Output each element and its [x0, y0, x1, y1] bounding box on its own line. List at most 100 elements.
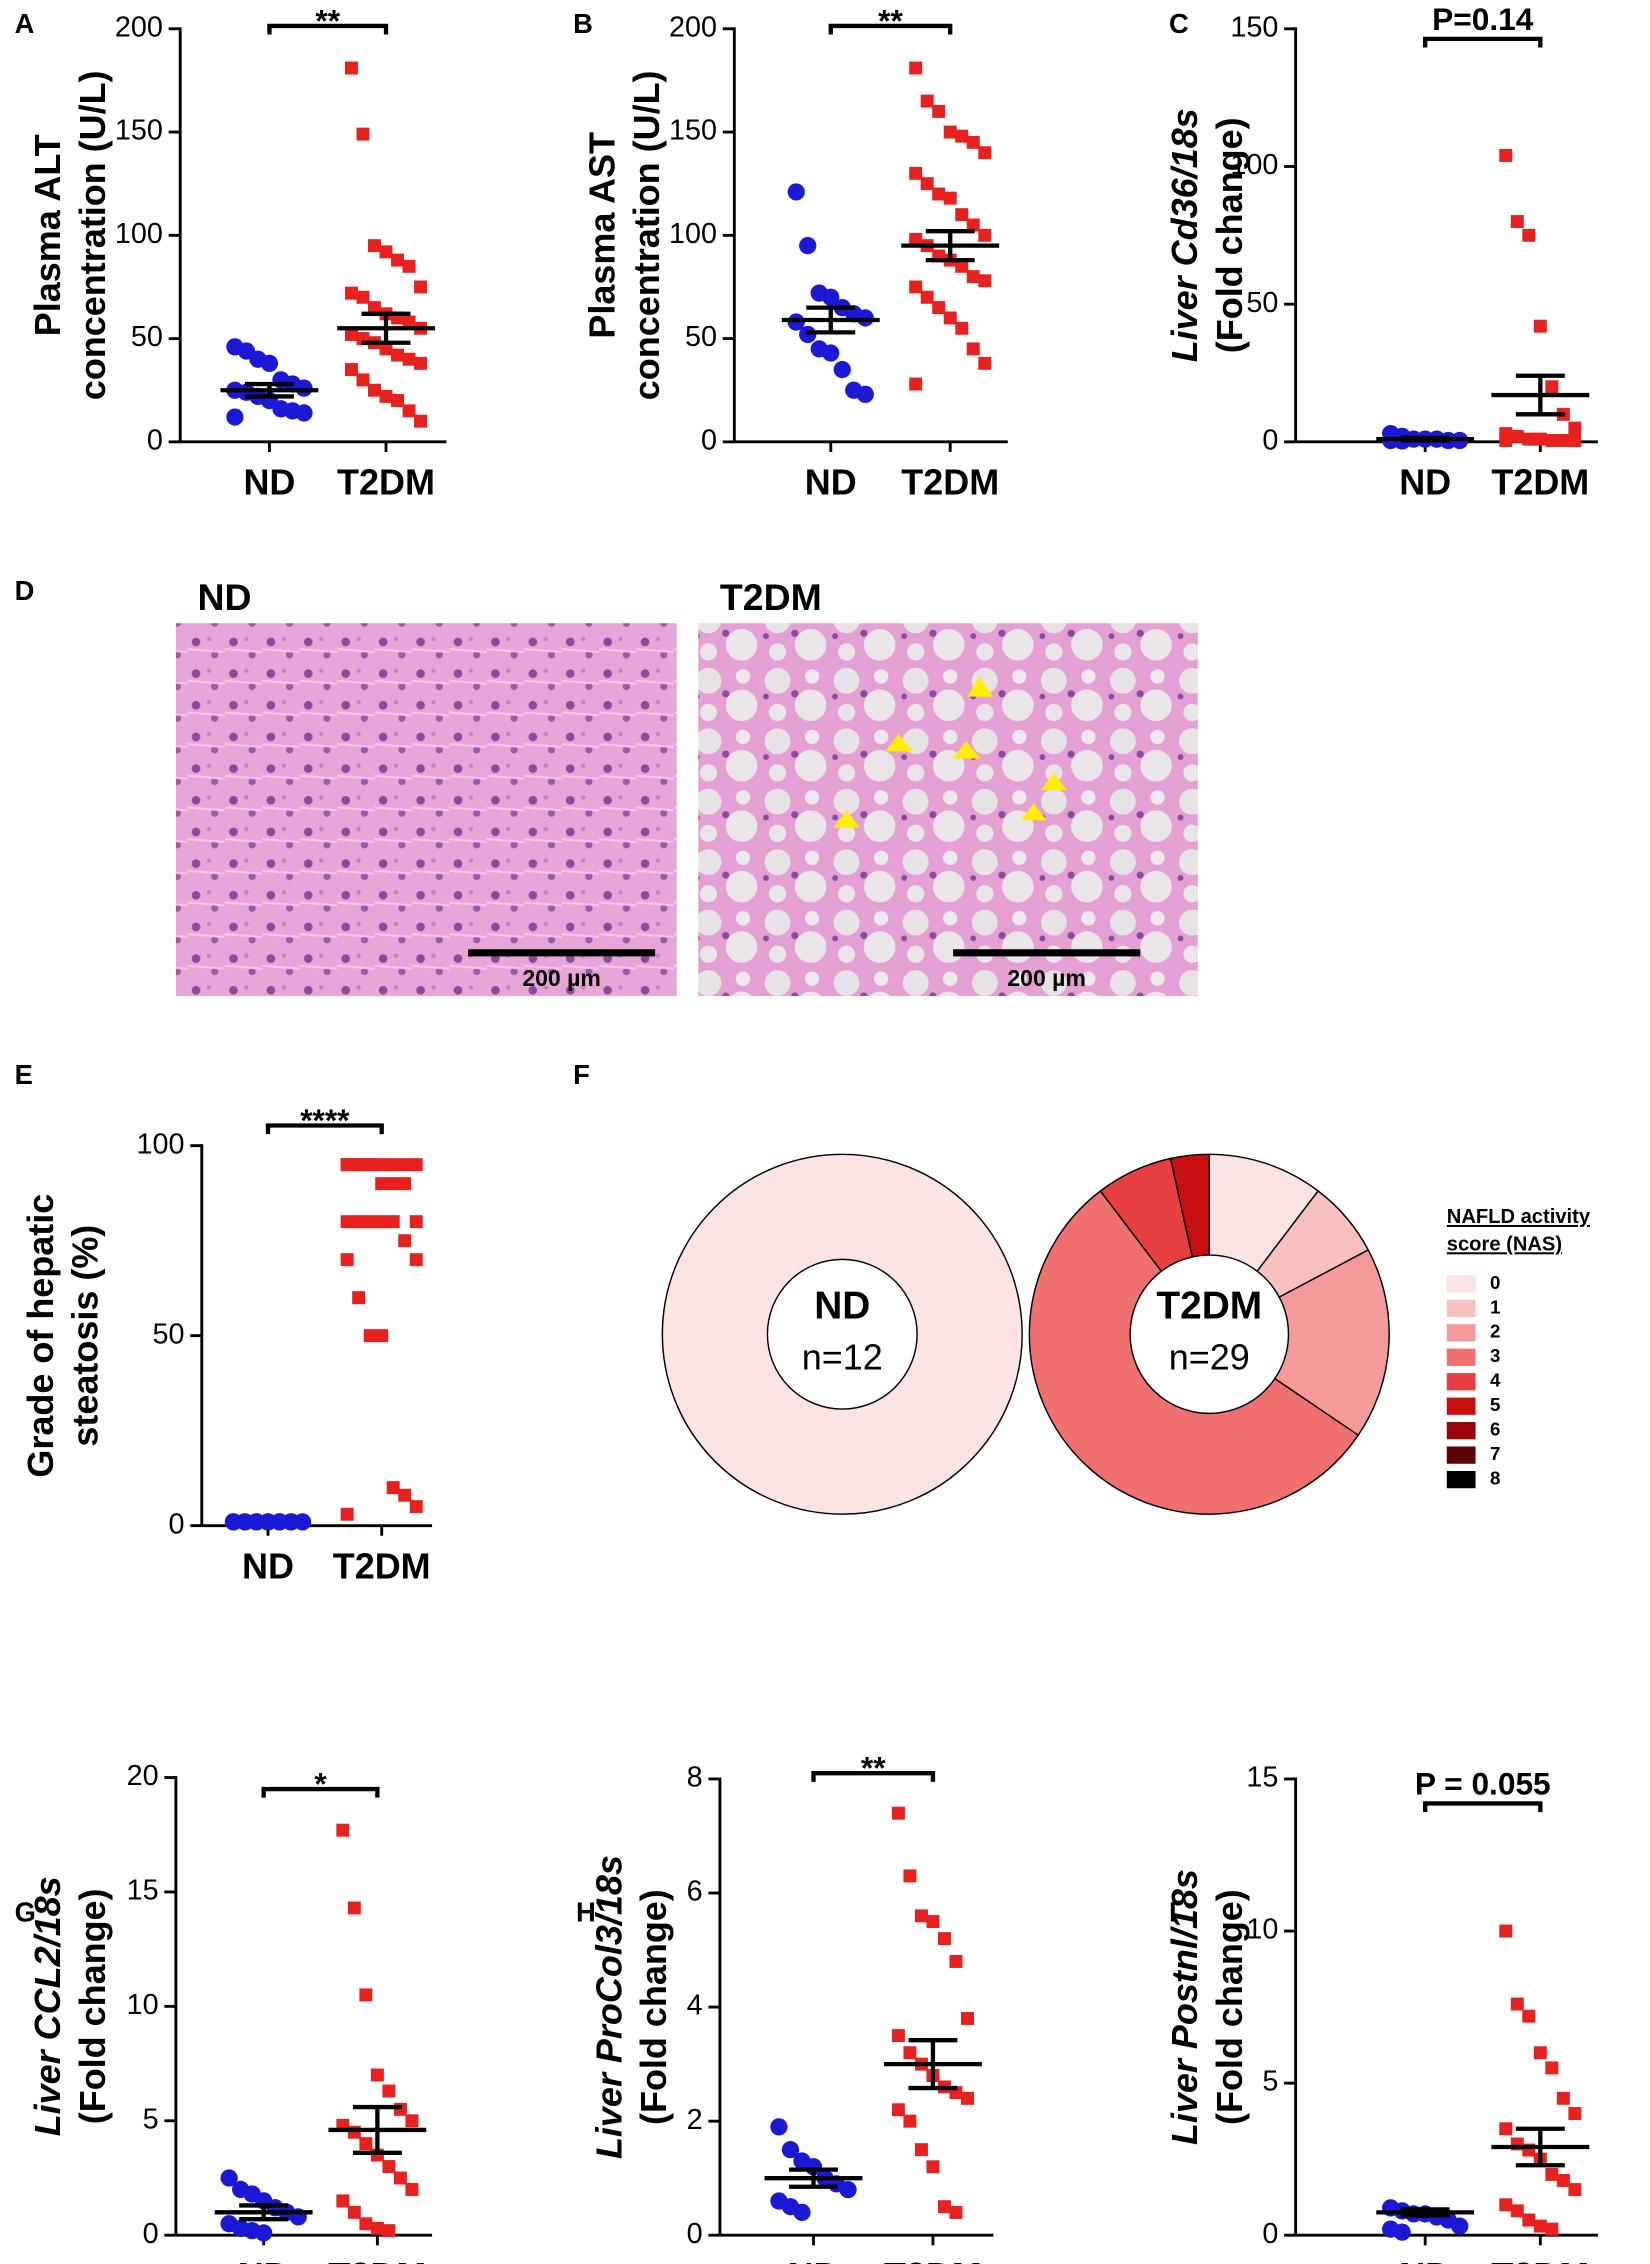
data-point	[356, 373, 370, 387]
donut-segment	[661, 1153, 1023, 1515]
data-point	[398, 1234, 412, 1248]
error-bar	[1400, 2207, 1450, 2218]
data-point	[344, 363, 358, 377]
arrowheads	[833, 676, 1067, 828]
data-point	[336, 1823, 350, 1837]
significance-label: P = 0.055	[1415, 1766, 1551, 1802]
legend-title: NAFLD activity	[1447, 1206, 1591, 1228]
data-point	[903, 2114, 917, 2128]
data-point	[386, 1177, 400, 1191]
data-point	[220, 2169, 238, 2187]
y-tick-label: 0	[169, 1508, 185, 1540]
data-point	[1522, 2009, 1536, 2023]
data-point	[359, 1988, 373, 2002]
image-label: ND	[197, 576, 251, 618]
histology-image	[698, 623, 1198, 996]
data-point	[409, 1253, 423, 1267]
data-point	[393, 2171, 407, 2185]
data-point	[781, 2141, 800, 2159]
x-tick-label: T2DM	[901, 462, 999, 503]
data-point	[347, 2205, 361, 2219]
data-point	[386, 1481, 400, 1495]
data-point	[386, 1158, 400, 1172]
data-point	[770, 2118, 788, 2136]
data-point	[909, 232, 923, 246]
data-point	[932, 301, 946, 315]
y-axis-label: Liver Cd36/18s	[1164, 108, 1205, 362]
data-point	[359, 2217, 373, 2231]
legend-label: 6	[1490, 1419, 1500, 1440]
data-point	[1499, 148, 1513, 162]
data-point	[398, 1488, 412, 1502]
x-tick-label: T2DM	[1491, 462, 1589, 503]
data-point	[368, 383, 381, 397]
significance-label: **	[878, 2, 903, 38]
data-point	[949, 2205, 963, 2219]
data-point	[978, 146, 992, 160]
y-axis-label: steatosis (%)	[65, 1225, 106, 1447]
data-point	[943, 191, 957, 205]
data-point	[909, 377, 923, 391]
error-bar	[352, 2104, 402, 2155]
data-point	[375, 1215, 389, 1229]
data-point	[347, 2125, 361, 2139]
error-bar	[1515, 373, 1565, 417]
data-point	[1510, 429, 1524, 443]
significance-label: *	[314, 1766, 327, 1802]
legend-label: 1	[1490, 1296, 1500, 1317]
data-point	[1499, 2198, 1513, 2212]
data-point	[344, 327, 358, 341]
data-point	[966, 270, 980, 284]
legend-swatch	[1446, 1275, 1476, 1293]
data-point	[920, 290, 934, 304]
data-point	[414, 356, 428, 370]
data-point	[405, 2182, 419, 2196]
donut-count: n=12	[802, 1337, 883, 1378]
x-tick-label: ND	[1399, 2255, 1451, 2264]
data-point	[978, 356, 992, 370]
data-point	[359, 2137, 373, 2151]
data-point	[1499, 1924, 1513, 1938]
data-point	[368, 301, 381, 315]
data-point	[891, 2103, 905, 2117]
data-point	[966, 342, 980, 356]
data-point	[363, 1329, 377, 1343]
data-point	[955, 129, 969, 143]
data-point	[1499, 2122, 1513, 2136]
error-bar	[1515, 2126, 1565, 2168]
scale-label: 200 µm	[1007, 965, 1086, 991]
data-point	[409, 1215, 423, 1229]
data-point	[909, 166, 923, 180]
data-point	[1545, 2222, 1559, 2236]
y-tick-label: 50	[131, 321, 163, 353]
data-point	[1556, 2173, 1570, 2187]
significance-bracket	[265, 1123, 384, 1135]
data-point	[1510, 1997, 1524, 2011]
x-tick-label: ND	[243, 462, 295, 503]
data-point	[340, 1507, 354, 1521]
x-tick-label: ND	[805, 462, 857, 503]
y-axis-label: concentration (U/L)	[72, 70, 113, 400]
data-point	[978, 274, 992, 288]
data-point	[393, 2102, 407, 2116]
data-point	[409, 1158, 423, 1172]
data-point	[282, 1513, 300, 1531]
data-point	[391, 253, 405, 267]
data-point	[932, 104, 946, 118]
data-point	[402, 404, 416, 418]
data-point	[375, 1177, 389, 1191]
donut-segment	[1169, 1153, 1211, 1258]
significance-label: **	[861, 1750, 886, 1786]
legend-label: 0	[1490, 1272, 1500, 1293]
data-point	[1393, 2223, 1411, 2241]
data-point	[926, 2160, 940, 2174]
data-point	[295, 404, 313, 422]
significance-bracket	[828, 23, 953, 35]
significance-bracket	[811, 1771, 936, 1782]
data-point	[402, 259, 416, 273]
error-bar	[361, 311, 411, 345]
data-point	[955, 259, 969, 273]
legend-label: 8	[1490, 1468, 1500, 1489]
data-point	[336, 2194, 350, 2208]
